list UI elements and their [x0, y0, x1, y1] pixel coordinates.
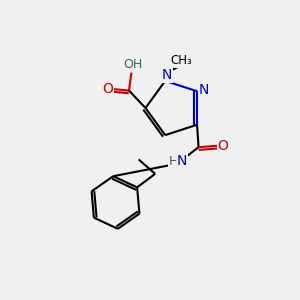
Text: O: O: [218, 139, 229, 153]
Text: N: N: [177, 154, 187, 168]
Text: H: H: [169, 155, 178, 168]
Text: CH₃: CH₃: [171, 54, 193, 67]
Text: N: N: [199, 83, 209, 97]
Text: O: O: [103, 82, 113, 96]
Text: OH: OH: [123, 58, 142, 71]
Text: N: N: [161, 68, 172, 83]
